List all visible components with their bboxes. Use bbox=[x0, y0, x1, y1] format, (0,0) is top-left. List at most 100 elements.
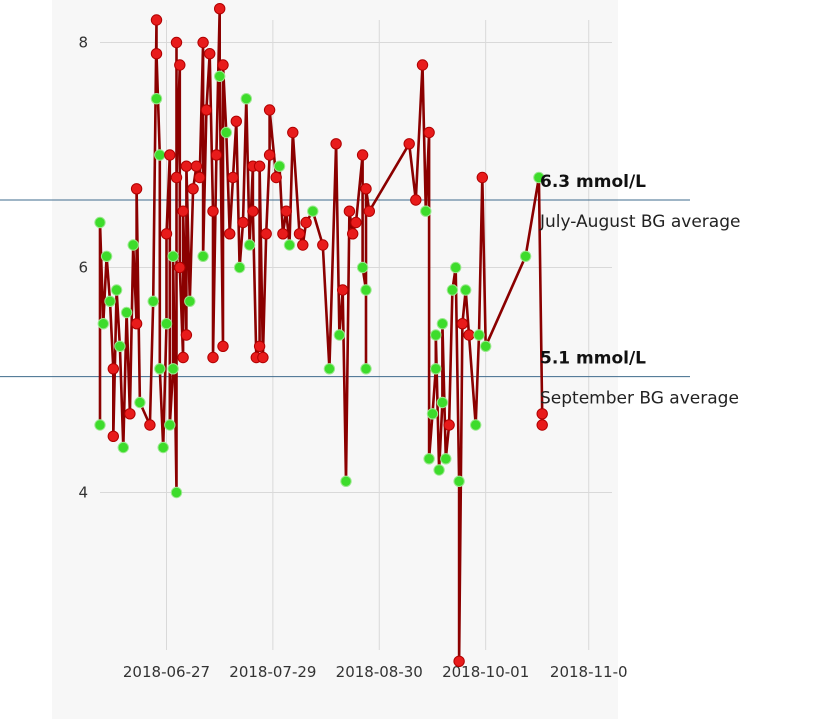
data-point bbox=[214, 70, 226, 83]
data-point bbox=[97, 318, 110, 330]
data-point bbox=[197, 250, 209, 262]
data-point bbox=[416, 59, 429, 71]
data-point bbox=[460, 284, 472, 296]
data-point bbox=[263, 149, 276, 161]
data-point bbox=[184, 295, 196, 307]
data-point bbox=[127, 239, 139, 251]
data-point bbox=[317, 239, 329, 251]
data-point bbox=[180, 160, 193, 172]
data-point bbox=[536, 419, 548, 431]
data-point bbox=[420, 205, 432, 217]
data-point bbox=[174, 261, 186, 274]
data-point bbox=[360, 284, 372, 296]
data-point bbox=[207, 205, 219, 217]
data-point bbox=[347, 228, 359, 240]
data-point bbox=[350, 216, 362, 229]
data-point bbox=[240, 93, 253, 105]
data-point bbox=[430, 329, 442, 341]
data-point bbox=[180, 329, 193, 341]
data-point bbox=[117, 441, 130, 454]
reference-description-label: July-August BG average bbox=[539, 212, 740, 232]
data-point bbox=[170, 171, 183, 184]
data-point bbox=[130, 318, 143, 330]
data-point bbox=[356, 149, 369, 161]
data-point bbox=[410, 194, 422, 206]
data-point bbox=[307, 205, 319, 217]
data-point bbox=[94, 419, 106, 431]
data-point bbox=[440, 453, 452, 465]
data-point bbox=[94, 216, 106, 229]
data-point bbox=[134, 396, 146, 409]
data-point bbox=[230, 115, 243, 128]
data-point bbox=[356, 261, 369, 274]
data-point bbox=[164, 419, 176, 431]
annotations: 6.3 mmol/L July-August BG average 5.1 mmol… bbox=[539, 172, 740, 409]
data-point bbox=[453, 655, 465, 667]
data-point bbox=[150, 48, 163, 60]
data-point bbox=[100, 250, 113, 262]
data-point bbox=[436, 318, 449, 330]
data-point bbox=[154, 363, 166, 375]
data-point bbox=[107, 363, 120, 375]
x-tick-label: 2018-11-0 bbox=[550, 663, 628, 681]
data-point bbox=[330, 138, 342, 150]
data-point bbox=[403, 138, 415, 150]
reference-description-label: September BG average bbox=[540, 389, 739, 409]
data-point bbox=[174, 59, 186, 71]
data-point bbox=[177, 351, 189, 364]
data-point bbox=[360, 363, 372, 375]
data-point bbox=[194, 171, 206, 184]
data-point bbox=[170, 36, 183, 49]
data-point bbox=[124, 408, 136, 420]
data-point bbox=[337, 284, 349, 296]
data-point bbox=[253, 340, 266, 352]
data-point bbox=[150, 14, 163, 26]
data-point bbox=[263, 104, 276, 116]
data-point bbox=[207, 351, 219, 364]
data-point bbox=[433, 464, 445, 476]
data-point bbox=[283, 239, 296, 251]
data-point bbox=[533, 171, 545, 184]
data-point bbox=[363, 205, 375, 217]
data-point bbox=[480, 340, 492, 352]
data-point bbox=[120, 306, 133, 319]
data-point bbox=[430, 363, 442, 375]
data-point bbox=[257, 351, 269, 364]
data-point bbox=[160, 228, 173, 240]
data-point bbox=[519, 250, 532, 262]
data-point bbox=[473, 329, 485, 341]
x-tick-label: 2018-08-30 bbox=[336, 663, 423, 681]
data-point bbox=[280, 205, 292, 217]
data-point bbox=[220, 126, 233, 139]
data-point bbox=[204, 48, 216, 60]
data-point bbox=[340, 475, 352, 487]
x-tick-label: 2018-10-01 bbox=[442, 663, 529, 681]
data-point bbox=[536, 408, 548, 420]
data-point bbox=[167, 250, 179, 262]
data-point bbox=[187, 183, 199, 195]
data-point bbox=[423, 126, 435, 139]
data-point bbox=[197, 36, 209, 49]
data-point bbox=[227, 171, 239, 184]
data-point bbox=[190, 160, 203, 172]
data-point bbox=[260, 228, 272, 240]
data-point bbox=[154, 149, 166, 161]
chart-panel bbox=[52, 0, 618, 719]
data-points bbox=[94, 3, 548, 667]
x-tick-label: 2018-06-27 bbox=[123, 663, 210, 681]
data-point bbox=[287, 126, 299, 139]
data-point bbox=[436, 396, 449, 409]
data-point bbox=[297, 239, 309, 251]
y-tick-labels: 4 6 8 bbox=[78, 34, 88, 502]
data-point bbox=[157, 441, 169, 454]
data-point bbox=[170, 486, 183, 499]
reference-value-label: 5.1 mmol/L bbox=[540, 349, 646, 369]
data-point bbox=[243, 239, 256, 251]
data-point bbox=[253, 160, 266, 172]
data-point bbox=[273, 160, 286, 172]
y-tick-label: 8 bbox=[78, 34, 88, 52]
y-tick-label: 4 bbox=[78, 484, 88, 502]
data-point bbox=[453, 475, 465, 487]
data-point bbox=[147, 295, 159, 307]
